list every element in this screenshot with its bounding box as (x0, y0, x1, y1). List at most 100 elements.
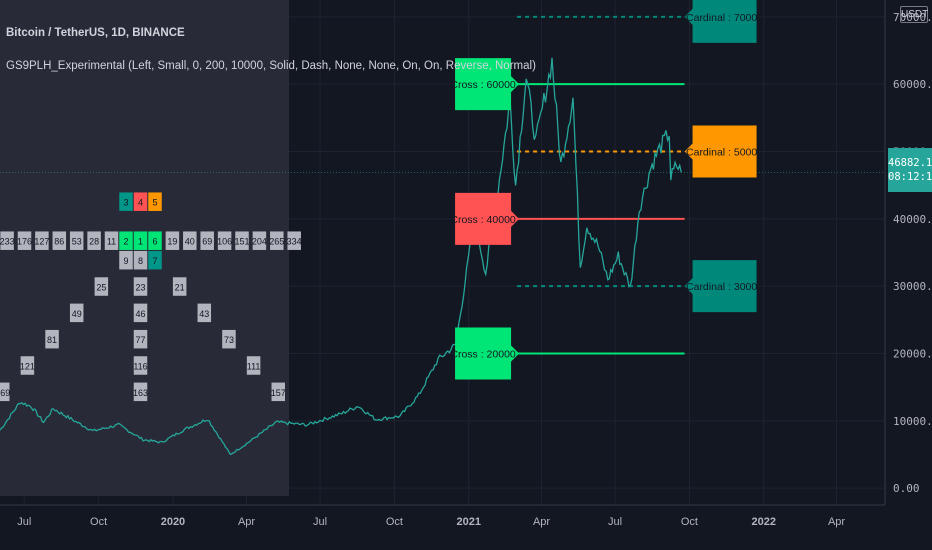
currency-button[interactable]: USDT (900, 6, 928, 23)
level-label-text: Cardinal : 50000 (686, 147, 763, 159)
level-label-box (455, 192, 520, 245)
gann-cell (45, 329, 59, 349)
gann-cell (271, 382, 285, 402)
gann-cell-value: 25 (96, 283, 106, 293)
gann-cell-value: 8 (138, 256, 143, 266)
gann-cell-value: 163 (133, 388, 148, 398)
gann-cell-value: 69 (202, 237, 212, 247)
time-tick-label: Jul (17, 516, 31, 528)
level-label-text: Cross : 60000 (450, 79, 516, 91)
level-label-box (684, 125, 757, 178)
price-tick-label: 20000.00 (893, 348, 932, 361)
level-label-text: Cross : 20000 (450, 349, 516, 361)
gann-cell-value: 23 (135, 283, 145, 293)
gann-cell (87, 231, 101, 250)
gann-cell-value: 53 (72, 237, 82, 247)
time-axis[interactable]: Jul Oct 2020 Apr Jul Oct 2021 Apr Jul Oct 2022 Apr (17, 516, 845, 528)
gann-cell (246, 356, 261, 375)
price-series-line (0, 57, 682, 456)
level-label-box (684, 260, 757, 313)
last-price-value: 46882.14 (888, 157, 932, 169)
price-levels (511, 15, 685, 355)
gann-cell (197, 303, 212, 323)
gann-cell (0, 231, 14, 250)
gann-cell (148, 192, 162, 211)
time-tick-label: Jul (608, 516, 622, 528)
level-label: Cross : 60000 (450, 58, 520, 111)
time-tick-label: Jul (313, 516, 327, 528)
gann-cell (270, 231, 284, 250)
gann-cell-value: 7 (152, 256, 157, 266)
level-label-text: Cardinal : 30000 (686, 281, 763, 293)
gann-cell (183, 231, 197, 250)
time-tick-label: 2020 (161, 516, 185, 528)
gann-cell (252, 231, 267, 250)
gann-cell-value: 77 (135, 335, 145, 345)
gann-cell (119, 231, 133, 250)
gann-cell (133, 356, 148, 375)
gann-cell-value: 49 (72, 309, 82, 319)
gann-cell (133, 231, 148, 250)
level-label-text: Cross : 40000 (450, 214, 516, 226)
gann-cell-value: 6 (152, 237, 157, 247)
gann-cell-value: 121 (20, 362, 35, 372)
time-tick-label: Apr (238, 516, 255, 528)
time-tick-label: 2022 (752, 516, 776, 528)
symbol-legend[interactable]: Bitcoin / TetherUS, 1D, BINANCE (6, 27, 185, 39)
gann-cell-value: 73 (224, 335, 234, 345)
gann-cell (287, 231, 301, 250)
gann-cell (119, 250, 133, 270)
gann-cell-value: 1 (138, 237, 143, 247)
price-axis[interactable]: 0.0010000.0020000.0030000.0040000.005000… (893, 11, 932, 495)
gann-cell (94, 277, 109, 296)
price-tick-label: 10000.00 (893, 415, 932, 428)
gann-cell (165, 231, 180, 250)
gann-cell (35, 231, 49, 250)
price-tick-label: 70000.00 (893, 11, 932, 24)
price-tick-label: 60000.00 (893, 78, 932, 91)
gann-cell-value: 19 (167, 237, 177, 247)
gann-cell (17, 231, 32, 250)
time-tick-label: Apr (828, 516, 845, 528)
gann-cell (148, 250, 162, 270)
gann-cell-value: 157 (271, 388, 286, 398)
gann-cell-value: 86 (54, 237, 64, 247)
gann-cell-value: 9 (123, 256, 128, 266)
gann-cell-value: 106 (217, 237, 232, 247)
level-label: Cardinal : 50000 (684, 125, 763, 178)
gann-cell-value: 28 (89, 237, 99, 247)
price-tick-label: 0.00 (893, 482, 920, 495)
gann-cell-value: 3 (123, 198, 128, 208)
gann-cell (133, 250, 148, 270)
time-tick-label: Oct (681, 516, 698, 528)
indicator-legend[interactable]: GS9PLH_Experimental (Left, Small, 0, 200… (6, 60, 536, 72)
gann-cell (119, 192, 133, 211)
gann-cell (200, 231, 214, 250)
gann-cell (172, 277, 187, 296)
gann-cell-value: 265 (269, 237, 284, 247)
gann-cell (217, 231, 232, 250)
gann-cell-value: 21 (175, 283, 185, 293)
gann-cell-value: 43 (199, 309, 209, 319)
level-label: Cardinal : 30000 (684, 260, 763, 313)
gann-cell-value: 2 (123, 237, 128, 247)
gann-cell-value: 334 (287, 237, 302, 247)
level-label-box (455, 58, 520, 111)
level-labels: Cardinal : 70000 Cross : 60000 Cardinal : … (450, 0, 763, 380)
gann-cell-value: 40 (185, 237, 195, 247)
gann-cell (104, 231, 119, 250)
time-tick-label: Apr (533, 516, 550, 528)
gann-cell (69, 303, 84, 323)
level-label: Cardinal : 70000 (684, 0, 763, 43)
gann-cell-value: 204 (252, 237, 267, 247)
gann-cell-value: 46 (135, 309, 145, 319)
level-label-box (684, 0, 757, 43)
level-label: Cross : 20000 (450, 327, 520, 380)
gann-cell (133, 382, 148, 402)
gann-cell-value: 127 (34, 237, 49, 247)
price-tick-label: 40000.00 (893, 213, 932, 226)
time-tick-label: Oct (90, 516, 107, 528)
gann-cell-value: 111 (247, 362, 261, 372)
level-label-box (455, 327, 520, 380)
